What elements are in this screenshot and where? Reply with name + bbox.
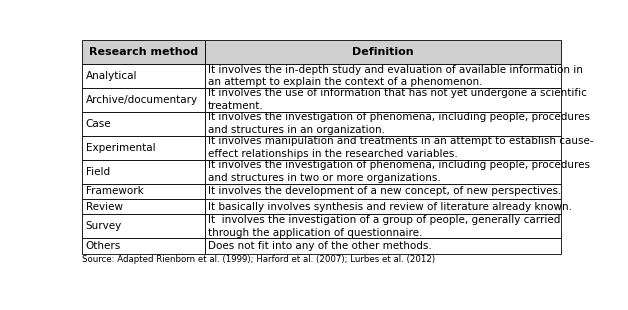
Text: It involves the use of information that has not yet undergone a scientific
treat: It involves the use of information that … (208, 88, 587, 111)
Text: It involves the investigation of phenomena, including people, procedures
and str: It involves the investigation of phenome… (208, 112, 590, 135)
Bar (205, 88, 561, 112)
Text: It involves manipulation and treatments in an attempt to establish cause-
effect: It involves manipulation and treatments … (208, 136, 593, 159)
Text: It involves the investigation of phenomena, including people, procedures
and str: It involves the investigation of phenome… (208, 160, 590, 183)
Text: It basically involves synthesis and review of literature already known.: It basically involves synthesis and revi… (208, 202, 572, 212)
Bar (82, 160, 205, 184)
Text: Definition: Definition (352, 47, 414, 57)
Bar (82, 215, 205, 238)
Text: It  involves the investigation of a group of people, generally carried
through t: It involves the investigation of a group… (208, 215, 560, 238)
Bar (205, 136, 561, 160)
Text: Field: Field (86, 166, 110, 177)
Text: Research method: Research method (89, 47, 198, 57)
Text: Archive/documentary: Archive/documentary (86, 95, 198, 105)
Bar (82, 40, 205, 64)
Text: Does not fit into any of the other methods.: Does not fit into any of the other metho… (208, 241, 431, 251)
Bar (82, 88, 205, 112)
Bar (82, 64, 205, 88)
Bar (205, 184, 561, 199)
Text: Source: Adapted Rienborn et al. (1999); Harford et al. (2007); Lurbes et al. (20: Source: Adapted Rienborn et al. (1999); … (82, 255, 436, 264)
Text: It involves the in-depth study and evaluation of available information in
an att: It involves the in-depth study and evalu… (208, 64, 583, 87)
Text: Experimental: Experimental (86, 143, 155, 153)
Bar (205, 238, 561, 254)
Text: Analytical: Analytical (86, 71, 138, 81)
Bar (205, 40, 561, 64)
Bar (82, 199, 205, 215)
Bar (82, 184, 205, 199)
Text: Framework: Framework (86, 186, 144, 196)
Bar (205, 112, 561, 136)
Text: Others: Others (86, 241, 121, 251)
Bar (82, 136, 205, 160)
Bar (205, 199, 561, 215)
Text: Case: Case (86, 119, 111, 129)
Bar (82, 238, 205, 254)
Text: Review: Review (86, 202, 123, 212)
Bar (205, 64, 561, 88)
Text: It involves the development of a new concept, of new perspectives.: It involves the development of a new con… (208, 186, 561, 196)
Bar (82, 112, 205, 136)
Bar (205, 215, 561, 238)
Bar (205, 160, 561, 184)
Text: Survey: Survey (86, 221, 122, 231)
